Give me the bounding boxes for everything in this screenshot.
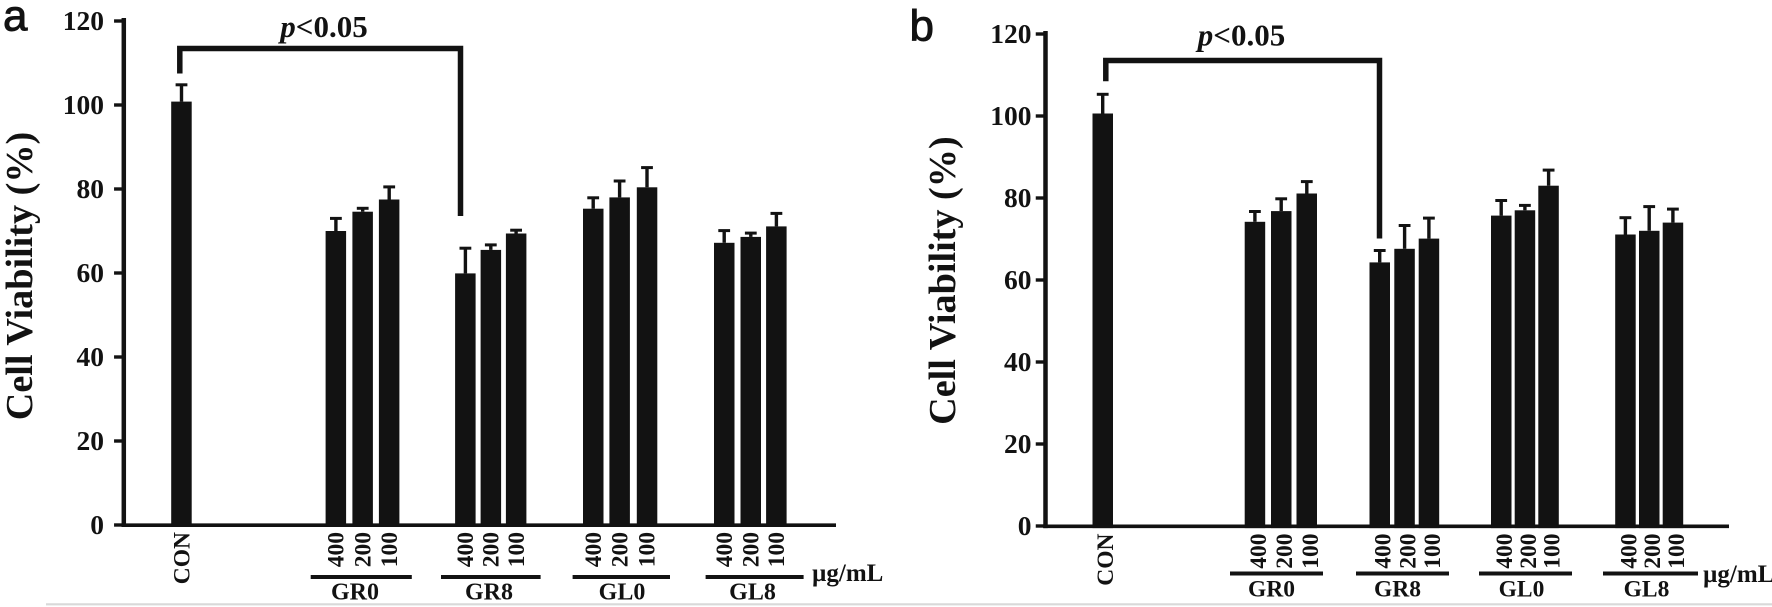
svg-text:400: 400	[581, 532, 607, 567]
svg-text:400: 400	[1616, 534, 1642, 569]
svg-text:400: 400	[453, 532, 479, 567]
svg-text:100: 100	[764, 532, 790, 567]
svg-text:200: 200	[1396, 534, 1422, 569]
svg-text:120: 120	[990, 18, 1031, 49]
svg-text:400: 400	[1371, 534, 1397, 569]
svg-text:CON: CON	[1093, 533, 1119, 585]
svg-text:GL0: GL0	[599, 580, 646, 606]
svg-text:100: 100	[635, 532, 661, 567]
svg-text:100: 100	[1664, 534, 1690, 569]
svg-text:120: 120	[63, 5, 104, 36]
svg-text:µg/mL: µg/mL	[812, 560, 883, 587]
svg-text:400: 400	[712, 532, 738, 567]
svg-text:20: 20	[1004, 428, 1032, 459]
svg-text:200: 200	[738, 532, 764, 567]
svg-text:80: 80	[77, 173, 105, 204]
svg-text:GR0: GR0	[331, 580, 379, 606]
svg-text:100: 100	[1420, 534, 1446, 569]
svg-text:p<0.05: p<0.05	[1195, 18, 1285, 53]
svg-text:40: 40	[77, 341, 105, 372]
svg-text:GL8: GL8	[1624, 577, 1670, 603]
svg-text:200: 200	[607, 532, 633, 567]
svg-text:200: 200	[478, 532, 504, 567]
svg-text:100: 100	[377, 532, 403, 567]
svg-text:200: 200	[350, 532, 376, 567]
svg-text:200: 200	[1516, 534, 1542, 569]
svg-text:GL8: GL8	[729, 580, 776, 606]
svg-text:µg/mL: µg/mL	[1703, 561, 1772, 588]
svg-text:400: 400	[1246, 534, 1272, 569]
svg-text:100: 100	[504, 532, 530, 567]
svg-text:p<0.05: p<0.05	[277, 9, 367, 44]
svg-text:100: 100	[1540, 534, 1566, 569]
svg-text:80: 80	[1004, 182, 1032, 213]
svg-text:a: a	[3, 0, 28, 41]
svg-text:GR8: GR8	[465, 580, 513, 606]
svg-text:60: 60	[1004, 264, 1032, 295]
svg-text:CON: CON	[170, 532, 196, 584]
svg-text:200: 200	[1640, 534, 1666, 569]
svg-text:100: 100	[990, 100, 1031, 131]
svg-text:0: 0	[1018, 510, 1032, 541]
svg-text:0: 0	[90, 509, 104, 540]
svg-text:400: 400	[324, 532, 350, 567]
svg-text:40: 40	[1004, 346, 1032, 377]
svg-text:Cell Viability (%): Cell Viability (%)	[922, 136, 964, 425]
svg-text:100: 100	[63, 89, 104, 120]
svg-text:Cell Viability (%): Cell Viability (%)	[0, 132, 41, 421]
svg-text:60: 60	[77, 257, 105, 288]
svg-text:GR0: GR0	[1248, 577, 1295, 603]
svg-text:20: 20	[77, 425, 105, 456]
svg-text:200: 200	[1272, 534, 1298, 569]
svg-text:400: 400	[1492, 534, 1518, 569]
svg-text:GR8: GR8	[1374, 577, 1421, 603]
svg-text:b: b	[910, 2, 934, 51]
svg-text:100: 100	[1298, 534, 1324, 569]
svg-text:GL0: GL0	[1499, 577, 1545, 603]
